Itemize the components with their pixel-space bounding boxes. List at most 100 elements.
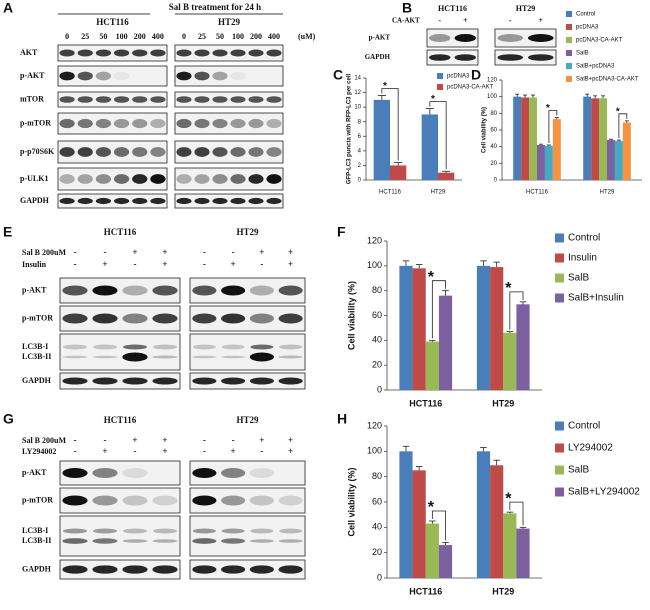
x-tick-label: HT29 bbox=[600, 190, 615, 196]
band bbox=[192, 377, 217, 385]
legend-swatch bbox=[555, 233, 564, 243]
error-bar bbox=[593, 95, 598, 99]
bar bbox=[421, 114, 438, 180]
legend-swatch bbox=[566, 76, 572, 82]
band bbox=[59, 96, 75, 103]
band bbox=[93, 528, 117, 534]
treatment-label: Insulin bbox=[22, 260, 47, 269]
band bbox=[122, 565, 148, 574]
band bbox=[113, 96, 130, 103]
legend-label: SalB+pcDNA3 bbox=[576, 64, 615, 70]
error-bar bbox=[531, 94, 536, 98]
sign-label: + bbox=[288, 259, 293, 269]
sign-label: + bbox=[259, 247, 264, 257]
band bbox=[497, 54, 524, 61]
error-bar bbox=[585, 93, 590, 97]
legend-label: Control bbox=[576, 12, 595, 18]
band bbox=[212, 147, 228, 157]
band bbox=[221, 565, 246, 574]
band bbox=[429, 54, 451, 61]
bar bbox=[412, 470, 426, 578]
y-tick-label: 80 bbox=[372, 471, 382, 481]
legend-label: Control bbox=[568, 421, 600, 432]
band bbox=[192, 344, 216, 350]
error-bar bbox=[554, 117, 559, 120]
band bbox=[77, 49, 93, 57]
band bbox=[152, 377, 178, 385]
blot-frame bbox=[57, 44, 168, 62]
band bbox=[77, 118, 93, 129]
row-label: LC3B-I bbox=[22, 342, 48, 351]
error-bar bbox=[442, 542, 449, 546]
band bbox=[266, 147, 282, 157]
blot-frame bbox=[57, 112, 168, 135]
dose-label: 100 bbox=[116, 32, 128, 41]
band bbox=[132, 118, 148, 129]
error-bar bbox=[515, 93, 520, 97]
cell-line-label: HT29 bbox=[516, 4, 536, 13]
band bbox=[150, 147, 166, 157]
bar bbox=[614, 140, 623, 180]
band bbox=[278, 355, 303, 359]
band bbox=[212, 49, 228, 57]
y-tick-label: 8 bbox=[358, 119, 362, 125]
bar bbox=[438, 172, 455, 180]
bar bbox=[513, 96, 522, 180]
band bbox=[266, 197, 282, 205]
band bbox=[212, 197, 228, 205]
significance-bracket bbox=[548, 110, 558, 143]
band bbox=[250, 528, 274, 534]
row-label: p-p70S6K bbox=[20, 147, 55, 156]
panel-letter: D bbox=[471, 67, 481, 83]
sign-label: + bbox=[288, 247, 293, 257]
band bbox=[221, 344, 245, 350]
y-tick-label: 120 bbox=[367, 235, 382, 245]
y-tick-label: 60 bbox=[490, 128, 497, 134]
significance-mark: * bbox=[383, 81, 387, 92]
error-bar bbox=[442, 170, 451, 173]
y-tick-label: 60 bbox=[372, 310, 382, 320]
treatment-label: Sal B 200uM bbox=[22, 436, 66, 445]
y-tick-label: 100 bbox=[367, 260, 382, 270]
band bbox=[429, 34, 451, 42]
row-label: p-AKT bbox=[369, 34, 391, 42]
band bbox=[132, 147, 148, 157]
legend-label: pcDNA3 bbox=[447, 74, 470, 80]
bar bbox=[438, 295, 453, 390]
error-bar bbox=[601, 95, 606, 99]
band bbox=[249, 565, 274, 574]
band bbox=[212, 174, 228, 184]
band bbox=[92, 495, 118, 506]
band bbox=[248, 49, 264, 57]
band bbox=[192, 468, 217, 478]
bar bbox=[552, 119, 561, 180]
row-label: LC3B-I bbox=[22, 526, 48, 535]
band bbox=[192, 313, 217, 324]
blot-frame bbox=[174, 112, 284, 135]
band bbox=[194, 71, 210, 81]
legend-swatch bbox=[566, 11, 572, 17]
band bbox=[176, 118, 192, 129]
panel-letter: C bbox=[333, 67, 343, 83]
error-bar bbox=[493, 261, 500, 268]
band bbox=[59, 49, 75, 57]
band bbox=[194, 118, 210, 129]
significance-mark: * bbox=[505, 490, 512, 507]
band bbox=[92, 565, 118, 574]
band bbox=[152, 539, 178, 543]
bar bbox=[490, 267, 504, 390]
band bbox=[176, 71, 192, 81]
y-tick-label: 80 bbox=[490, 111, 497, 117]
band bbox=[266, 49, 282, 57]
blot-frame bbox=[174, 167, 284, 191]
band bbox=[230, 96, 246, 103]
band bbox=[62, 468, 88, 478]
y-tick-label: 120 bbox=[367, 420, 382, 430]
sign-label: - bbox=[74, 446, 77, 456]
band bbox=[176, 49, 192, 57]
significance-bracket bbox=[431, 510, 446, 541]
band bbox=[221, 538, 246, 544]
band bbox=[278, 285, 303, 296]
band bbox=[150, 49, 166, 57]
legend-swatch bbox=[437, 84, 443, 90]
